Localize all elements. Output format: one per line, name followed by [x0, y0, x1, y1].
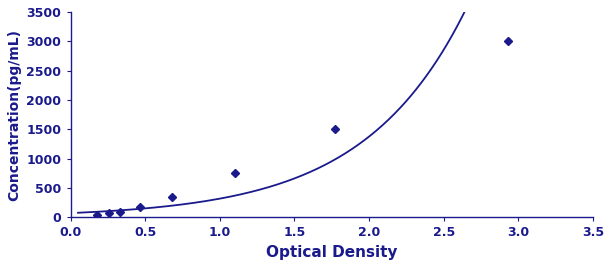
Y-axis label: Concentration(pg/mL): Concentration(pg/mL) — [7, 29, 21, 201]
X-axis label: Optical Density: Optical Density — [266, 245, 398, 260]
